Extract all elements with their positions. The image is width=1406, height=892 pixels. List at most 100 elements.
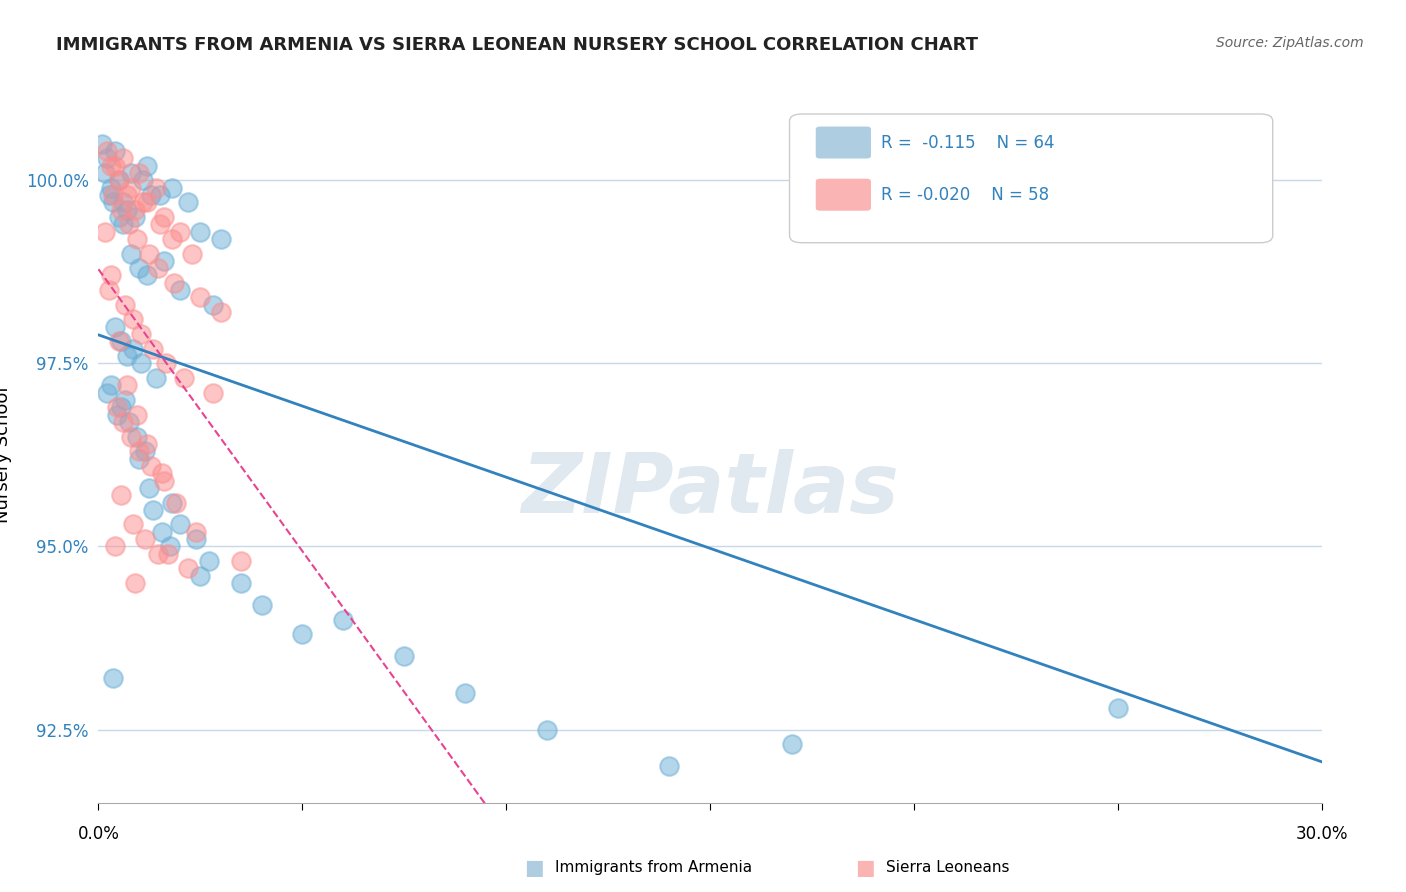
FancyBboxPatch shape bbox=[817, 179, 870, 210]
Point bbox=[129, 356, 152, 370]
Point bbox=[201, 298, 224, 312]
Point bbox=[160, 495, 183, 509]
Point bbox=[104, 540, 127, 554]
Point bbox=[188, 290, 212, 304]
Point bbox=[136, 268, 159, 283]
Point bbox=[97, 283, 120, 297]
Point bbox=[101, 188, 124, 202]
Point bbox=[155, 356, 177, 370]
Point bbox=[111, 151, 134, 165]
Point bbox=[136, 159, 159, 173]
Point bbox=[177, 561, 200, 575]
Point bbox=[197, 554, 219, 568]
Point bbox=[201, 385, 224, 400]
Point bbox=[124, 210, 146, 224]
Point bbox=[128, 444, 150, 458]
Point bbox=[105, 408, 128, 422]
Point bbox=[93, 225, 115, 239]
Point bbox=[118, 415, 141, 429]
Point bbox=[128, 451, 150, 466]
Y-axis label: Nursery School: Nursery School bbox=[0, 386, 11, 524]
Point bbox=[186, 524, 208, 539]
Point bbox=[142, 503, 165, 517]
Point bbox=[145, 180, 167, 194]
Point bbox=[231, 576, 253, 591]
Point bbox=[132, 173, 155, 187]
Point bbox=[127, 408, 149, 422]
Point bbox=[138, 246, 160, 260]
Point bbox=[100, 268, 122, 283]
Point bbox=[186, 532, 208, 546]
Text: ■: ■ bbox=[855, 858, 875, 878]
Point bbox=[536, 723, 558, 737]
Point bbox=[91, 136, 114, 151]
Point bbox=[169, 283, 191, 297]
Point bbox=[122, 312, 145, 326]
Point bbox=[160, 232, 183, 246]
Point bbox=[188, 568, 212, 582]
Point bbox=[104, 319, 127, 334]
Point bbox=[96, 151, 118, 165]
Point bbox=[169, 225, 191, 239]
Point bbox=[104, 144, 127, 158]
Point bbox=[209, 232, 232, 246]
Point bbox=[120, 166, 142, 180]
Point bbox=[100, 378, 122, 392]
Point bbox=[141, 458, 163, 473]
Point bbox=[1107, 700, 1129, 714]
Point bbox=[165, 495, 187, 509]
Point bbox=[111, 415, 134, 429]
Text: 30.0%: 30.0% bbox=[1295, 825, 1348, 843]
Point bbox=[145, 371, 167, 385]
Text: ZIPatlas: ZIPatlas bbox=[522, 450, 898, 530]
Point bbox=[169, 517, 191, 532]
Point bbox=[108, 173, 131, 187]
Point bbox=[177, 195, 200, 210]
Point bbox=[291, 627, 314, 641]
Text: Source: ZipAtlas.com: Source: ZipAtlas.com bbox=[1216, 36, 1364, 50]
Point bbox=[110, 488, 132, 502]
Point bbox=[101, 671, 124, 685]
Point bbox=[136, 195, 159, 210]
Point bbox=[111, 217, 134, 231]
Point bbox=[780, 737, 803, 751]
Point bbox=[142, 342, 165, 356]
Point bbox=[110, 334, 132, 349]
Text: R = -0.020    N = 58: R = -0.020 N = 58 bbox=[882, 186, 1049, 203]
Point bbox=[163, 276, 186, 290]
Point bbox=[658, 759, 681, 773]
Point bbox=[124, 202, 146, 217]
FancyBboxPatch shape bbox=[790, 114, 1272, 243]
Text: Immigrants from Armenia: Immigrants from Armenia bbox=[555, 861, 752, 875]
Point bbox=[146, 261, 169, 276]
Point bbox=[111, 195, 134, 210]
Point bbox=[108, 210, 131, 224]
Point bbox=[134, 532, 156, 546]
Point bbox=[160, 180, 183, 194]
Point bbox=[188, 225, 212, 239]
Point bbox=[108, 173, 131, 187]
Point bbox=[127, 232, 149, 246]
Point bbox=[114, 392, 136, 407]
Text: Sierra Leoneans: Sierra Leoneans bbox=[886, 861, 1010, 875]
Point bbox=[454, 686, 477, 700]
FancyBboxPatch shape bbox=[817, 128, 870, 158]
Point bbox=[108, 334, 131, 349]
Point bbox=[152, 474, 174, 488]
Point bbox=[138, 481, 160, 495]
Text: IMMIGRANTS FROM ARMENIA VS SIERRA LEONEAN NURSERY SCHOOL CORRELATION CHART: IMMIGRANTS FROM ARMENIA VS SIERRA LEONEA… bbox=[56, 36, 979, 54]
Point bbox=[93, 166, 115, 180]
Point bbox=[127, 429, 149, 443]
Text: ■: ■ bbox=[524, 858, 544, 878]
Point bbox=[156, 547, 179, 561]
Point bbox=[150, 524, 173, 539]
Point bbox=[173, 371, 195, 385]
Point bbox=[115, 349, 138, 363]
Point bbox=[115, 188, 138, 202]
Point bbox=[150, 467, 173, 481]
Point bbox=[181, 246, 204, 260]
Point bbox=[114, 298, 136, 312]
Point bbox=[104, 159, 127, 173]
Point bbox=[101, 195, 124, 210]
Point bbox=[132, 195, 155, 210]
